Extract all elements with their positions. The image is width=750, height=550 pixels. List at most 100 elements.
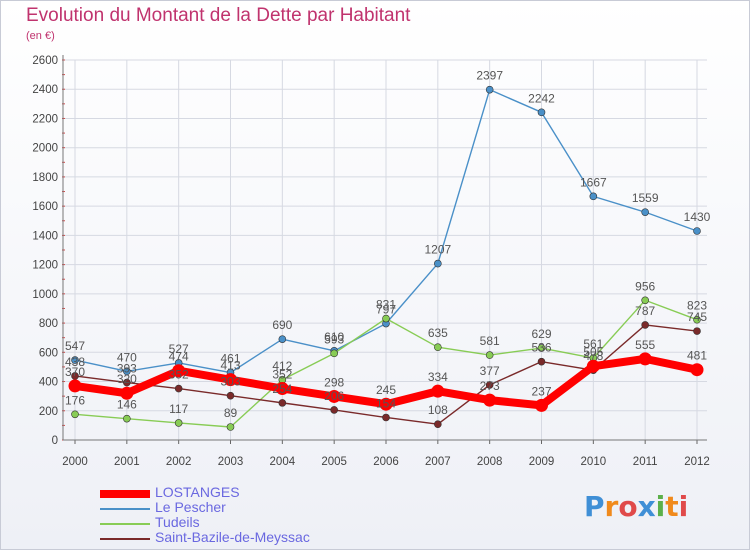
data-point-0	[327, 389, 341, 403]
data-label: 108	[428, 403, 448, 417]
x-tick-label: 2012	[684, 456, 710, 468]
data-label: 117	[169, 402, 188, 416]
data-point-2	[434, 343, 442, 351]
y-tick-label: 1800	[32, 172, 58, 184]
data-point-0	[275, 382, 289, 396]
data-label: 593	[324, 332, 344, 346]
chart-subtitle: (en €)	[26, 30, 55, 42]
data-point-2	[382, 314, 390, 323]
data-label: 352	[272, 368, 292, 382]
data-point-2	[226, 423, 235, 431]
data-point-0	[690, 363, 704, 377]
data-point-1	[537, 108, 546, 117]
legend-item: Tudeils	[100, 514, 400, 531]
data-label: 1559	[632, 191, 659, 205]
line-chart: 0 200 400 600 800 1000 1200 1400 1600 1800 2000 220…	[32, 55, 711, 468]
data-label: 237	[531, 384, 551, 398]
legend-label: Le Pescher	[155, 499, 226, 515]
data-label: 635	[428, 326, 448, 340]
data-point-0	[483, 393, 497, 407]
x-tick-label: 2011	[633, 456, 658, 468]
data-label: 176	[65, 393, 85, 407]
data-label: 956	[635, 279, 655, 293]
data-label: 393	[117, 362, 137, 376]
data-label: 690	[272, 318, 292, 332]
data-point-0	[535, 398, 548, 412]
data-point-2	[693, 315, 701, 324]
data-label: 536	[531, 341, 551, 355]
data-point-2	[485, 351, 494, 359]
data-point-3	[278, 399, 287, 407]
legend-label: LOSTANGES	[155, 484, 240, 500]
data-label: 303	[220, 375, 240, 389]
data-point-3	[693, 327, 701, 335]
data-point-3	[382, 413, 390, 422]
data-point-3	[226, 391, 235, 400]
y-tick-label: 2600	[32, 55, 58, 67]
legend-swatch	[100, 508, 150, 510]
data-point-2	[174, 419, 183, 427]
data-label: 412	[272, 359, 292, 373]
y-tick-label: 2000	[32, 143, 58, 155]
legend-swatch	[100, 538, 150, 540]
data-label: 254	[272, 382, 292, 396]
data-point-0	[120, 386, 134, 400]
data-point-0	[224, 373, 237, 387]
data-point-1	[71, 356, 79, 364]
data-point-1	[278, 335, 287, 343]
data-label: 1430	[684, 210, 711, 224]
y-tick-label: 400	[39, 377, 58, 389]
data-point-3	[434, 420, 442, 429]
chart-legend: LOSTANGES Le Pescher Tudeils Saint-Bazile-d…	[100, 484, 400, 546]
data-point-1	[434, 259, 442, 268]
y-tick-label: 0	[52, 435, 58, 447]
data-label: 787	[635, 304, 655, 318]
data-label: 377	[480, 364, 500, 378]
data-label: 481	[687, 349, 707, 363]
data-point-0	[431, 384, 445, 398]
data-label: 555	[635, 338, 655, 352]
data-label: 470	[117, 350, 137, 364]
data-label: 146	[117, 398, 137, 412]
data-label: 823	[687, 299, 707, 313]
x-tick-label: 2009	[529, 456, 555, 468]
x-tick-label: 2003	[218, 456, 244, 468]
data-point-2	[641, 296, 649, 305]
data-point-0	[638, 352, 652, 366]
data-label: 461	[220, 352, 240, 366]
x-tick-label: 2006	[373, 456, 399, 468]
data-label: 831	[376, 298, 396, 312]
data-point-0	[379, 397, 393, 411]
data-label: 610	[324, 330, 344, 344]
data-point-2	[537, 344, 546, 352]
data-point-0	[172, 364, 186, 378]
data-point-1	[589, 192, 598, 201]
legend-swatch	[100, 490, 150, 498]
data-point-1	[123, 367, 131, 376]
data-point-3	[330, 406, 338, 414]
data-label: 474	[169, 350, 189, 364]
data-label: 273	[480, 379, 500, 393]
data-label: 438	[65, 355, 85, 369]
data-point-0	[68, 379, 82, 393]
x-tick-label: 2004	[270, 456, 296, 468]
y-tick-label: 2200	[32, 113, 58, 125]
x-tick-label: 2002	[166, 456, 192, 468]
data-point-1	[641, 208, 649, 216]
data-label: 352	[169, 368, 189, 382]
data-point-3	[537, 357, 546, 366]
data-point-3	[641, 321, 649, 329]
chart-title: Evolution du Montant de la Dette par Hab…	[26, 5, 411, 26]
data-label: 370	[65, 365, 85, 379]
y-tick-label: 1200	[32, 260, 58, 272]
y-tick-label: 800	[39, 318, 58, 330]
data-point-3	[174, 384, 183, 393]
data-label: 2397	[476, 69, 503, 83]
data-label: 1667	[580, 175, 607, 189]
data-label: 89	[224, 406, 238, 420]
y-tick-label: 1600	[32, 201, 58, 213]
data-point-2	[330, 349, 338, 358]
legend-item: LOSTANGES	[100, 484, 400, 501]
legend-label: Tudeils	[155, 514, 200, 530]
